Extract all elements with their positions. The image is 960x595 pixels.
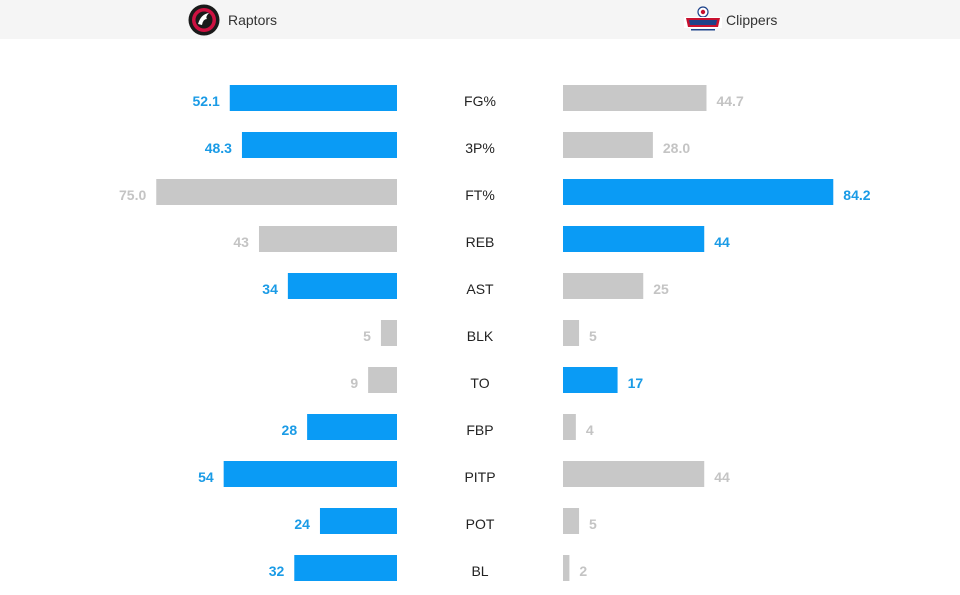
home-value-label: 75.0 [119, 187, 146, 203]
stat-label: FG% [464, 93, 496, 109]
home-value-label: 9 [350, 375, 358, 391]
home-value-label: 28 [282, 422, 298, 438]
home-bar [258, 226, 397, 252]
away-value-label: 25 [653, 281, 669, 297]
team-header: Raptors Clippers [0, 0, 960, 39]
clippers-logo-icon [684, 5, 722, 30]
away-value-label: 44.7 [716, 93, 743, 109]
home-value-label: 43 [233, 234, 249, 250]
home-bar [380, 320, 397, 346]
home-value-label: 32 [269, 563, 285, 579]
home-value-label: 48.3 [205, 140, 232, 156]
home-bar [223, 461, 397, 487]
stat-label: BLK [467, 328, 494, 344]
home-bar [319, 508, 397, 534]
away-value-label: 2 [579, 563, 587, 579]
home-value-label: 24 [294, 516, 310, 532]
away-bar [563, 132, 653, 158]
home-bar [294, 555, 397, 581]
away-value-label: 17 [628, 375, 644, 391]
stat-label: AST [466, 281, 494, 297]
away-bar [563, 555, 570, 581]
home-value-label: 5 [363, 328, 371, 344]
away-value-label: 28.0 [663, 140, 690, 156]
home-value-label: 54 [198, 469, 214, 485]
away-team: Clippers [683, 0, 777, 39]
away-value-label: 5 [589, 516, 597, 532]
stat-label: FT% [465, 187, 495, 203]
home-bar [307, 414, 397, 440]
away-bar [563, 414, 576, 440]
home-team-name: Raptors [228, 11, 278, 28]
stat-label: REB [466, 234, 495, 250]
away-bar [563, 85, 707, 111]
home-value-label: 52.1 [193, 93, 220, 109]
raptors-logo-icon [188, 4, 220, 35]
away-bar [563, 273, 644, 299]
stat-label: 3P% [465, 140, 495, 156]
away-team-name: Clippers [726, 11, 778, 28]
stat-label: TO [470, 375, 489, 391]
away-bar [563, 179, 834, 205]
home-bar [241, 132, 397, 158]
stat-label: POT [466, 516, 495, 532]
home-team: Raptors [188, 0, 277, 39]
away-value-label: 84.2 [843, 187, 870, 203]
away-value-label: 44 [714, 469, 730, 485]
stat-label: BL [471, 563, 488, 579]
away-bar [563, 320, 580, 346]
away-value-label: 5 [589, 328, 597, 344]
home-bar [229, 85, 397, 111]
away-value-label: 44 [714, 234, 730, 250]
away-value-label: 4 [586, 422, 594, 438]
away-bar [563, 508, 580, 534]
home-value-label: 34 [262, 281, 278, 297]
stat-label: FBP [466, 422, 493, 438]
home-bar [156, 179, 397, 205]
away-bar [563, 461, 705, 487]
home-bar [368, 367, 397, 393]
away-bar [563, 226, 705, 252]
away-bar [563, 367, 618, 393]
home-bar [287, 273, 397, 299]
stat-label: PITP [464, 469, 495, 485]
